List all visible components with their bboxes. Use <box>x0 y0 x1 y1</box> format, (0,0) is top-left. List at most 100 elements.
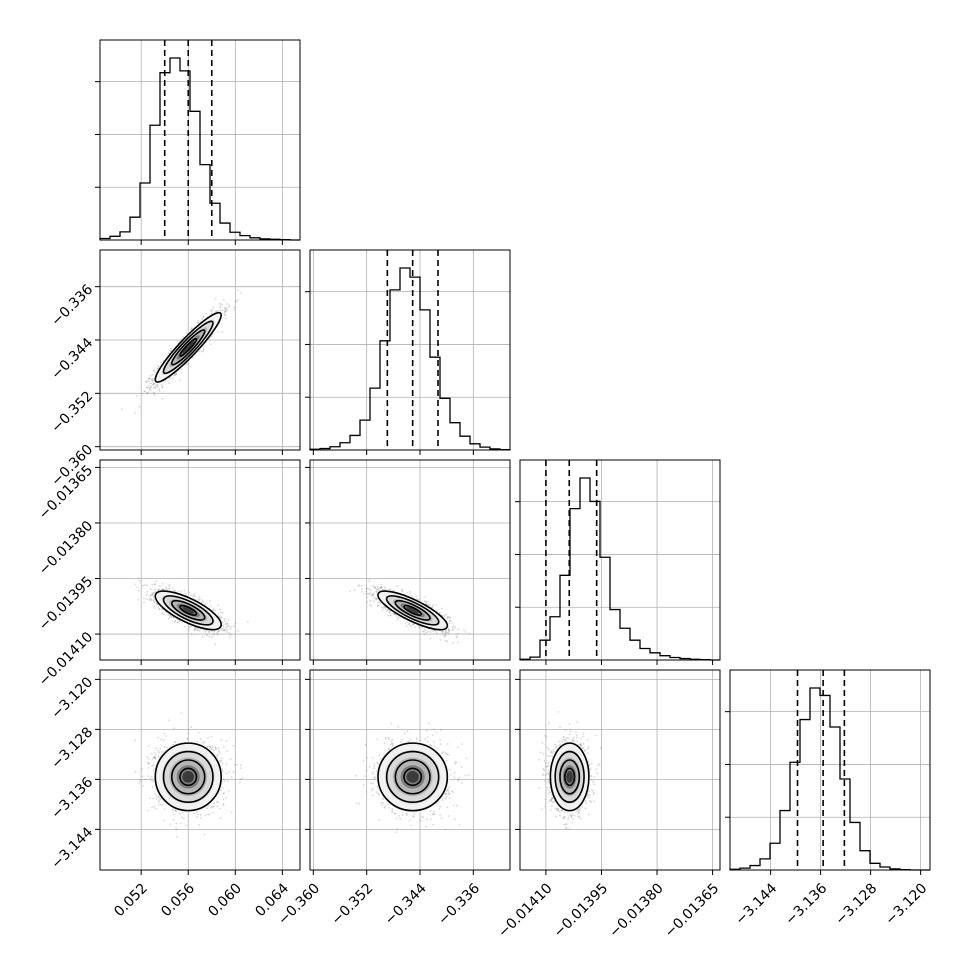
sample-point <box>152 599 155 602</box>
sample-point <box>146 379 149 382</box>
sample-point <box>174 374 176 377</box>
sample-point <box>153 605 156 608</box>
sample-point <box>380 583 382 586</box>
sample-point <box>168 588 171 591</box>
sample-point <box>167 352 170 355</box>
sample-point <box>201 318 204 320</box>
sample-point <box>176 590 179 593</box>
sample-point <box>188 625 191 628</box>
sample-point <box>196 629 198 631</box>
sample-point <box>446 616 449 619</box>
sample-point <box>161 386 164 389</box>
sample-point <box>456 632 459 635</box>
sample-point <box>190 633 193 635</box>
sample-point <box>427 630 429 633</box>
sample-point <box>219 611 222 614</box>
sample-point <box>394 613 396 616</box>
sample-point <box>173 616 175 619</box>
histogram-panel-4 <box>725 669 931 875</box>
sample-point <box>451 622 454 624</box>
sample-point <box>408 622 411 625</box>
sample-point <box>187 363 190 366</box>
histogram-panel-1 <box>95 39 301 245</box>
sample-point <box>214 609 217 612</box>
sample-point <box>448 629 451 632</box>
sample-point <box>212 633 215 635</box>
histogram-line <box>99 57 300 241</box>
sample-point <box>182 336 185 338</box>
sample-point <box>193 592 196 595</box>
sample-point <box>361 585 363 587</box>
sample-point <box>215 631 218 634</box>
scatter-panel-3-2 <box>305 459 511 665</box>
sample-point <box>190 329 192 331</box>
sample-point <box>150 386 152 389</box>
sample-point <box>218 615 220 618</box>
sample-point <box>372 592 375 595</box>
sample-point <box>227 619 230 622</box>
sample-point <box>418 627 421 629</box>
sample-point <box>151 593 154 596</box>
sample-point <box>194 627 197 630</box>
sample-point <box>453 625 456 627</box>
sample-point <box>158 390 161 392</box>
sample-point <box>170 615 173 618</box>
scatter-panel-3-1 <box>95 459 301 665</box>
histogram-line <box>309 267 511 451</box>
sample-point <box>150 597 153 600</box>
sample-point <box>226 628 228 631</box>
sample-point <box>149 599 151 601</box>
density-layer <box>134 577 249 646</box>
sample-point <box>221 621 224 623</box>
sample-point <box>212 608 215 610</box>
sample-point <box>148 380 151 383</box>
sample-point <box>217 330 219 333</box>
sample-point <box>233 308 236 311</box>
sample-point <box>454 627 457 629</box>
sample-point <box>388 612 391 614</box>
contour-line <box>385 595 440 626</box>
sample-point <box>141 584 144 587</box>
sample-point <box>229 627 232 630</box>
sample-point <box>369 599 372 602</box>
sample-point <box>213 630 216 633</box>
sample-point <box>208 630 211 633</box>
sample-point <box>222 629 225 632</box>
sample-point <box>377 587 380 590</box>
sample-point <box>145 594 148 596</box>
sample-point <box>145 386 148 389</box>
sample-point <box>452 626 454 629</box>
sample-point <box>156 384 159 386</box>
sample-point <box>157 606 160 608</box>
sample-point <box>158 608 161 611</box>
sample-point <box>152 369 155 372</box>
sample-point <box>349 590 351 592</box>
sample-point <box>211 635 214 638</box>
sample-point <box>203 629 205 631</box>
sample-point <box>154 589 156 591</box>
sample-point <box>149 374 152 377</box>
sample-point <box>223 306 226 309</box>
sample-point <box>162 613 165 616</box>
sample-point <box>170 347 173 350</box>
sample-point <box>146 391 149 394</box>
sample-point <box>149 387 151 389</box>
sample-point <box>225 307 228 309</box>
sample-point <box>443 635 445 638</box>
sample-point <box>225 631 228 633</box>
sample-point <box>178 620 181 623</box>
sample-point <box>207 631 210 633</box>
histogram-panel-2 <box>305 249 511 455</box>
sample-point <box>229 636 232 638</box>
density-level <box>182 606 194 614</box>
sample-point <box>448 622 451 624</box>
sample-point <box>376 604 379 607</box>
sample-point <box>447 628 450 631</box>
sample-point <box>150 385 152 388</box>
sample-point <box>375 598 378 600</box>
sample-point <box>154 371 157 374</box>
sample-point <box>358 584 361 587</box>
sample-point <box>236 299 239 301</box>
scatter-panel-4-1 <box>95 669 301 875</box>
